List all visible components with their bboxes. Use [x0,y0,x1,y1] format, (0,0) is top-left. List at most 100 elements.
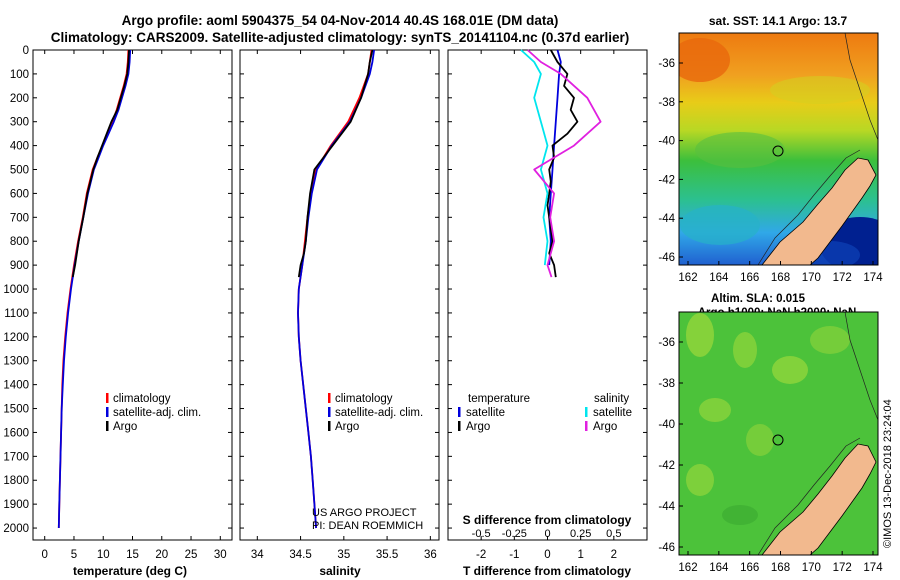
ytick-label: 1200 [3,332,29,344]
legend-swatch-argo [106,421,109,431]
lat-tick-label: -38 [658,97,675,109]
xtick2-label: -0.5 [472,528,491,540]
sst-float-marker [772,145,784,157]
t-diff-xlabel: T difference from climatology [463,564,631,578]
ytick-label: 600 [10,188,29,200]
header-line-1: Argo profile: aoml 5904375_54 04-Nov-201… [122,13,559,28]
xtick-label: 20 [155,549,168,561]
lat-tick-label: -40 [658,419,675,431]
sal-legend-swatch-argo [328,421,331,431]
lon-tick-label: 172 [833,562,852,574]
legend-swatch-t-satellite [458,407,461,417]
ytick-label: 1600 [3,427,29,439]
xtick-label: 15 [126,549,139,561]
lon-tick-label: 170 [802,272,821,284]
ytick-label: 800 [10,236,29,248]
sal-legend-swatch-satellite [328,407,331,417]
lon-tick-label: 164 [709,562,729,574]
s-diff-xlabel: S difference from climatology [463,513,632,527]
legend-t-satellite: satellite [466,407,505,419]
difference-panel: -2 -1 0 1 2 -0.5 -0.25 0 0.25 0.5 T difference f… [447,49,648,578]
legend-satellite: satellite-adj. clim. [113,407,201,419]
salinity-xlabel: salinity [319,564,361,578]
ytick-label: 1000 [3,284,29,296]
legend-salinity-title: salinity [594,393,629,405]
xtick-label: 5 [71,549,77,561]
header-line-2: Climatology: CARS2009. Satellite-adjuste… [51,30,629,45]
legend-s-argo: Argo [593,421,617,433]
ytick-label: 1500 [3,404,29,416]
xtick2-label: 0 [544,528,550,540]
xtick-label: 2 [611,549,617,561]
sla-map-title-1: Altim. SLA: 0.015 [711,293,806,305]
ytick-label: 1100 [4,308,29,320]
series-line-t-argo [546,49,579,278]
lat-tick-label: -44 [658,501,675,513]
difference-legend: temperature satellite Argo salinity sate… [458,393,632,433]
lon-tick-label: 170 [802,562,821,574]
legend-swatch-s-satellite [585,407,588,417]
sal-legend-swatch-climatology [328,393,331,403]
xtick-label: 1 [577,549,583,561]
ytick-label: 1900 [3,499,29,511]
xtick-label: 36 [424,549,437,561]
ytick-label: 1300 [3,356,29,368]
temperature-panel: 0100200300400500600700800900100011001200… [3,45,233,578]
lon-tick-label: 162 [678,562,697,574]
ytick-label: 500 [10,165,29,177]
xtick-label: -1 [509,549,519,561]
ytick-label: 900 [10,260,29,272]
lat-tick-label: -36 [658,337,675,349]
lat-tick-label: -44 [658,213,675,225]
xtick-label: -2 [476,549,486,561]
sal-legend-climatology: climatology [335,393,393,405]
new-zealand-land-sla [761,443,877,555]
lat-tick-label: -46 [658,252,675,264]
legend-s-satellite: satellite [593,407,632,419]
legend-swatch-satellite [106,407,109,417]
legend-swatch-t-argo [458,421,461,431]
lon-tick-label: 172 [833,272,852,284]
xtick2-label: 0.25 [570,528,591,540]
xtick2-label: 0.5 [606,528,621,540]
legend-temperature-title: temperature [468,393,530,405]
ytick-label: 1700 [3,451,29,463]
lon-tick-label: 174 [863,562,883,574]
xtick-label: 34.5 [289,549,311,561]
ytick-label: 100 [10,69,29,81]
lat-tick-label: -42 [658,174,675,186]
ytick-label: 200 [10,93,29,105]
series-line-argo [71,49,130,278]
lat-tick-label: -38 [658,378,675,390]
lat-tick-label: -42 [658,460,675,472]
xtick-label: 35 [337,549,350,561]
ytick-label: 2000 [3,523,29,535]
ytick-label: 0 [23,45,29,57]
series-line-argo [297,49,374,278]
ytick-label: 1800 [3,475,29,487]
ytick-label: 1400 [3,380,29,392]
xtick-label: 30 [214,549,227,561]
sal-legend-satellite: satellite-adj. clim. [335,407,423,419]
xtick-label: 35.5 [376,549,398,561]
lat-tick-label: -36 [658,58,675,70]
project-credit-line-2: PI: DEAN ROEMMICH [312,520,423,532]
xtick2-label: -0.25 [502,528,527,540]
sla-map: Altim. SLA: 0.015 Argo h1000: NaN h2000:… [658,293,883,574]
xtick-label: 25 [185,549,198,561]
temperature-legend: climatology satellite-adj. clim. Argo [106,393,201,433]
lon-tick-label: 168 [771,272,790,284]
lon-tick-label: 166 [740,562,759,574]
temperature-xlabel: temperature (deg C) [73,564,187,578]
salinity-panel: 34 34.5 35 35.5 36 salinity climatology sate… [239,49,440,578]
sal-legend-argo: Argo [335,421,359,433]
lon-tick-label: 164 [709,272,729,284]
lon-tick-label: 166 [740,272,759,284]
ytick-label: 400 [10,141,29,153]
sla-float-marker [772,434,784,446]
imos-credit: ©IMOS 13-Dec-2018 23:24:04 [882,399,894,548]
xtick-label: 0 [42,549,48,561]
sst-map: sat. SST: 14.1 Argo: 13.7 -36 -38 -40 -42 -4… [658,14,883,284]
ytick-label: 300 [10,117,29,129]
